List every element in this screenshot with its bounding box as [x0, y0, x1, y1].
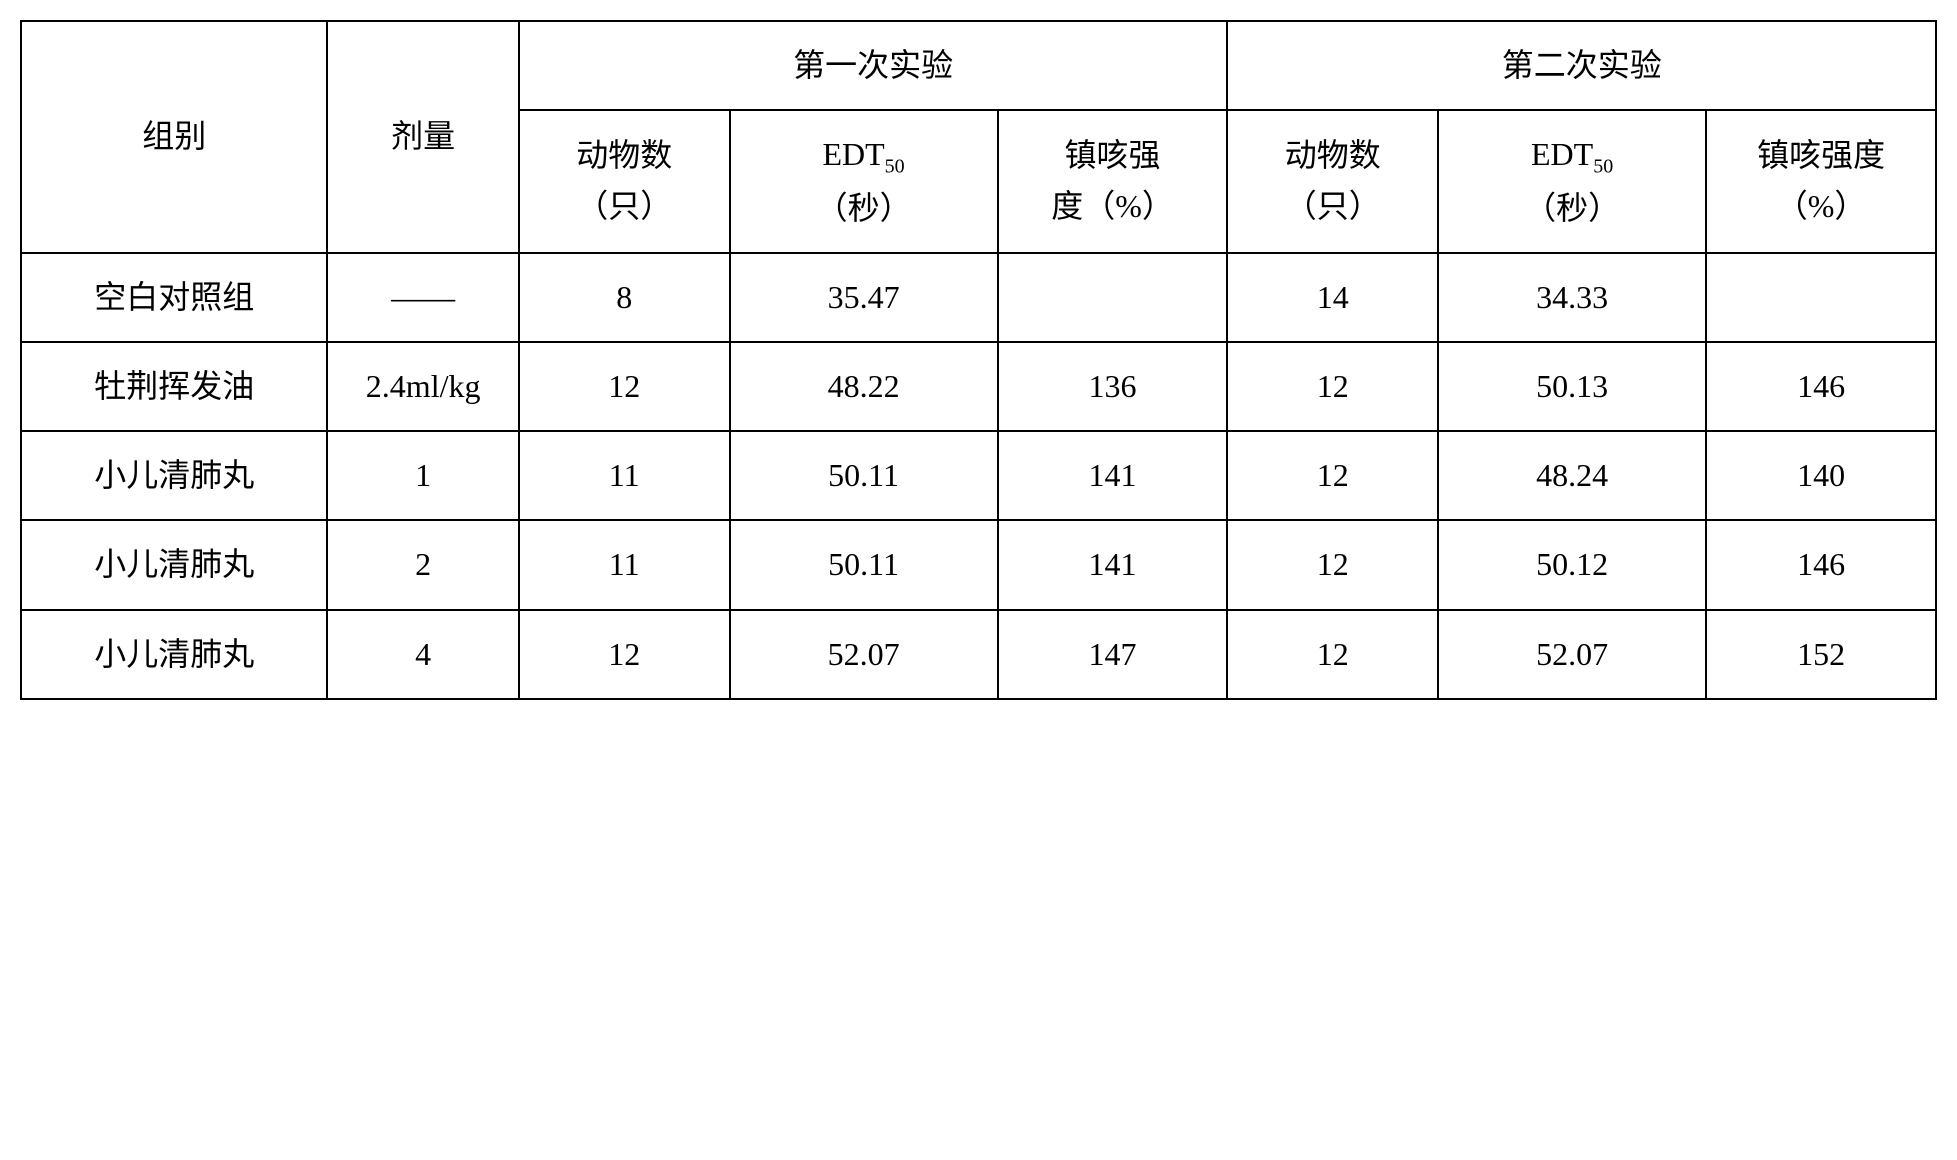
header-cough-unit-2: （%）: [1776, 188, 1867, 224]
header-exp1-cough: 镇咳强 度（%）: [998, 110, 1228, 253]
header-edt-sub: 50: [885, 156, 905, 178]
header-row-1: 组别 剂量 第一次实验 第二次实验: [21, 21, 1936, 110]
table-row: 小儿清肺丸 2 11 50.11 141 12 50.12 146: [21, 520, 1936, 609]
header-edt-label-2: EDT: [1531, 136, 1593, 172]
cell-group: 空白对照组: [21, 253, 327, 342]
cell-exp1-cough: 136: [998, 342, 1228, 431]
header-animal-label: 动物数: [576, 137, 672, 173]
cell-exp2-edt: 52.07: [1438, 610, 1706, 699]
cell-exp2-n: 14: [1227, 253, 1438, 342]
cell-exp2-edt: 50.12: [1438, 520, 1706, 609]
table-row: 小儿清肺丸 1 11 50.11 141 12 48.24 140: [21, 431, 1936, 520]
table-body: 空白对照组 —— 8 35.47 14 34.33 牡荆挥发油 2.4ml/kg…: [21, 253, 1936, 699]
header-exp1: 第一次实验: [519, 21, 1228, 110]
cell-exp2-cough: 152: [1706, 610, 1936, 699]
cell-exp2-n: 12: [1227, 431, 1438, 520]
cell-exp2-n: 12: [1227, 342, 1438, 431]
header-dose: 剂量: [327, 21, 519, 253]
cell-exp2-cough: 140: [1706, 431, 1936, 520]
table-row: 小儿清肺丸 4 12 52.07 147 12 52.07 152: [21, 610, 1936, 699]
cell-dose: 4: [327, 610, 519, 699]
cell-exp1-n: 8: [519, 253, 730, 342]
cell-exp2-edt: 34.33: [1438, 253, 1706, 342]
experiment-table: 组别 剂量 第一次实验 第二次实验 动物数 （只） EDT50 （秒） 镇咳强 …: [20, 20, 1937, 700]
cell-dose: 1: [327, 431, 519, 520]
header-animal-unit: （只）: [576, 188, 672, 224]
cell-exp1-edt: 52.07: [730, 610, 998, 699]
header-exp2-cough: 镇咳强度 （%）: [1706, 110, 1936, 253]
cell-dose: 2.4ml/kg: [327, 342, 519, 431]
cell-exp2-cough: [1706, 253, 1936, 342]
header-animal-label-2: 动物数: [1285, 137, 1381, 173]
cell-exp1-cough: 141: [998, 431, 1228, 520]
cell-exp1-edt: 48.22: [730, 342, 998, 431]
cell-exp2-n: 12: [1227, 610, 1438, 699]
cell-exp1-n: 12: [519, 342, 730, 431]
header-group: 组别: [21, 21, 327, 253]
cell-group: 小儿清肺丸: [21, 610, 327, 699]
cell-exp1-edt: 35.47: [730, 253, 998, 342]
header-exp2-edt: EDT50 （秒）: [1438, 110, 1706, 253]
header-exp1-edt: EDT50 （秒）: [730, 110, 998, 253]
header-exp1-n: 动物数 （只）: [519, 110, 730, 253]
cell-dose: ——: [327, 253, 519, 342]
cell-exp2-cough: 146: [1706, 520, 1936, 609]
cell-exp1-n: 11: [519, 431, 730, 520]
header-edt-sub-2: 50: [1593, 156, 1613, 178]
header-cough-label: 镇咳强: [1065, 137, 1161, 173]
cell-exp1-n: 12: [519, 610, 730, 699]
cell-exp2-n: 12: [1227, 520, 1438, 609]
cell-exp1-n: 11: [519, 520, 730, 609]
cell-dose: 2: [327, 520, 519, 609]
cell-exp1-cough: 141: [998, 520, 1228, 609]
cell-exp2-edt: 48.24: [1438, 431, 1706, 520]
header-animal-unit-2: （只）: [1285, 188, 1381, 224]
header-exp2: 第二次实验: [1227, 21, 1936, 110]
cell-group: 牡荆挥发油: [21, 342, 327, 431]
header-exp2-n: 动物数 （只）: [1227, 110, 1438, 253]
cell-exp1-cough: 147: [998, 610, 1228, 699]
cell-group: 小儿清肺丸: [21, 431, 327, 520]
table-row: 牡荆挥发油 2.4ml/kg 12 48.22 136 12 50.13 146: [21, 342, 1936, 431]
header-cough-unit: 度（%）: [1051, 188, 1174, 224]
header-cough-label-2: 镇咳强度: [1757, 137, 1885, 173]
header-edt-unit: （秒）: [816, 190, 912, 226]
cell-exp2-cough: 146: [1706, 342, 1936, 431]
table-row: 空白对照组 —— 8 35.47 14 34.33: [21, 253, 1936, 342]
cell-group: 小儿清肺丸: [21, 520, 327, 609]
cell-exp1-edt: 50.11: [730, 520, 998, 609]
cell-exp1-cough: [998, 253, 1228, 342]
cell-exp2-edt: 50.13: [1438, 342, 1706, 431]
cell-exp1-edt: 50.11: [730, 431, 998, 520]
header-edt-label: EDT: [822, 136, 884, 172]
header-edt-unit-2: （秒）: [1524, 190, 1620, 226]
